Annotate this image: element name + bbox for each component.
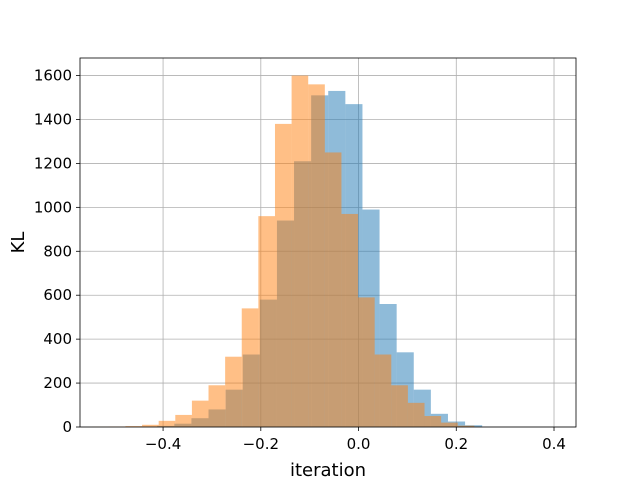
y-tick-label: 1600: [34, 67, 72, 85]
histogram-bar-series-2: [208, 385, 226, 427]
histogram-bar-series-2: [158, 420, 176, 427]
histogram-bar-series-2: [274, 123, 292, 428]
histogram-bar-series-2: [241, 308, 259, 427]
histogram-bar-series-2: [391, 385, 408, 427]
x-tick-label: −0.4: [145, 435, 181, 453]
y-tick-label: 0: [62, 418, 72, 436]
x-tick-label: −0.2: [243, 435, 279, 453]
histogram-bar-series-2: [175, 414, 192, 427]
y-tick-label: 800: [43, 242, 72, 260]
x-tick-label: 0.0: [347, 435, 371, 453]
histogram-bar-series-2: [457, 425, 475, 427]
x-axis-label: iteration: [290, 460, 366, 480]
histogram-bar-series-2: [308, 84, 325, 427]
histogram-bar-series-2: [258, 216, 275, 427]
y-tick-label: 400: [43, 330, 72, 348]
histogram-bar-series-2: [291, 75, 309, 428]
histogram-bar-series-2: [341, 213, 359, 427]
axes-frame: [79, 57, 577, 428]
y-tick-label: 1400: [34, 111, 72, 129]
histogram-bar-series-2: [424, 416, 442, 427]
histogram-bar-series-2: [441, 422, 458, 427]
histogram-bar-series-2: [407, 402, 425, 427]
histogram-bar-series-2: [324, 152, 342, 428]
histogram-bar-series-2: [125, 426, 143, 427]
y-axis-label: KL: [8, 232, 29, 254]
y-tick-label: 200: [43, 374, 72, 392]
x-tick-label: 0.4: [542, 435, 566, 453]
y-tick-label: 600: [43, 286, 72, 304]
histogram-bar-series-2: [374, 354, 392, 427]
y-tick-label: 1000: [34, 198, 72, 216]
histogram-bar-series-2: [225, 356, 242, 427]
histogram-bar-series-2: [142, 424, 159, 427]
histogram-bar-series-2: [191, 400, 209, 427]
histogram-bars: [92, 75, 483, 428]
y-tick-label: 1200: [34, 154, 72, 172]
axis-ticks: −0.4 −0.2 0.0 0.2 0.4 0 200 400 600 800 1000 1200 14…: [34, 67, 566, 453]
histogram-bar-series-2: [358, 297, 375, 427]
x-tick-label: 0.2: [444, 435, 468, 453]
